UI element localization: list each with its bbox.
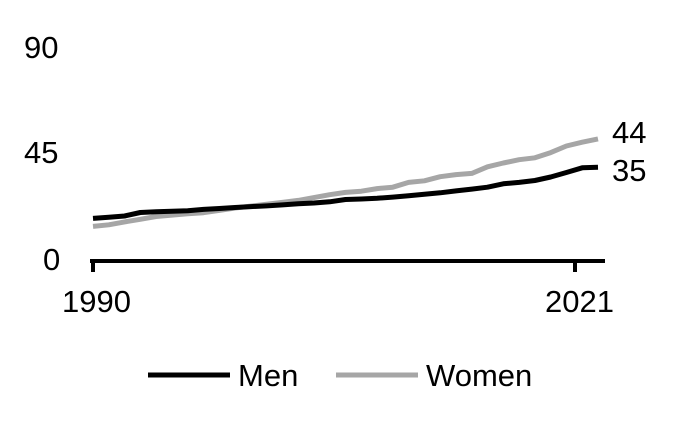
x-tick-label-1990: 1990 — [62, 284, 131, 319]
series-layer — [92, 136, 599, 229]
y-tick-label-90: 90 — [24, 30, 58, 65]
y-tick-label-0: 0 — [43, 242, 60, 277]
series-line-women — [92, 136, 599, 229]
legend-label-women: Women — [426, 358, 532, 393]
x-tick-label-2021: 2021 — [545, 284, 614, 319]
legend: Men Women — [148, 358, 532, 393]
x-axis: 1990 2021 — [62, 259, 614, 319]
end-label-women: 44 — [612, 115, 646, 150]
end-labels: 44 35 — [612, 115, 646, 188]
series-line-men — [92, 164, 599, 221]
y-axis-ticks: 90 45 0 — [24, 30, 60, 277]
legend-label-men: Men — [238, 358, 298, 393]
end-label-men: 35 — [612, 153, 646, 188]
y-tick-label-45: 45 — [24, 135, 58, 170]
